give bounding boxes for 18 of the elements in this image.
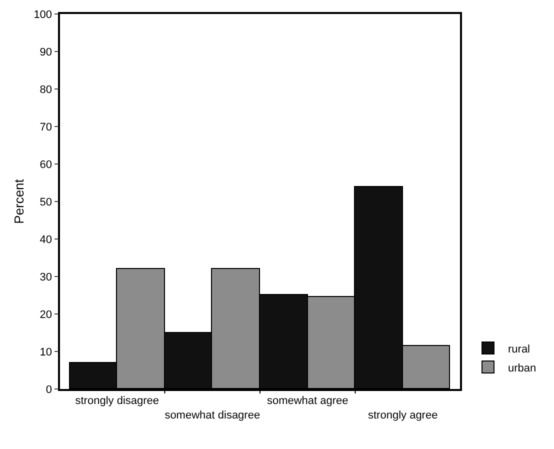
y-tick-label: 40	[40, 234, 52, 246]
x-tick-label: strongly disagree	[75, 394, 160, 407]
x-tick-label: somewhat agree	[266, 394, 348, 407]
y-tick-label: 30	[40, 271, 52, 284]
y-tick-label: 60	[40, 158, 52, 171]
y-tick-label: 90	[40, 46, 52, 58]
legend-label: rural	[508, 343, 530, 356]
x-tick-label: strongly agree	[368, 409, 438, 422]
y-tick-label: 10	[40, 346, 52, 358]
y-tick-label: 0	[46, 384, 52, 396]
y-tick-label: 70	[40, 121, 52, 134]
y-tick-label: 80	[40, 84, 52, 96]
legend-label: urban	[508, 362, 536, 374]
y-tick-label: 100	[34, 8, 52, 21]
x-tick-label: somewhat disagree	[164, 409, 260, 422]
y-tick-label: 20	[40, 308, 52, 321]
y-axis-title: Percent	[12, 178, 26, 224]
y-tick-label: 50	[40, 196, 52, 208]
